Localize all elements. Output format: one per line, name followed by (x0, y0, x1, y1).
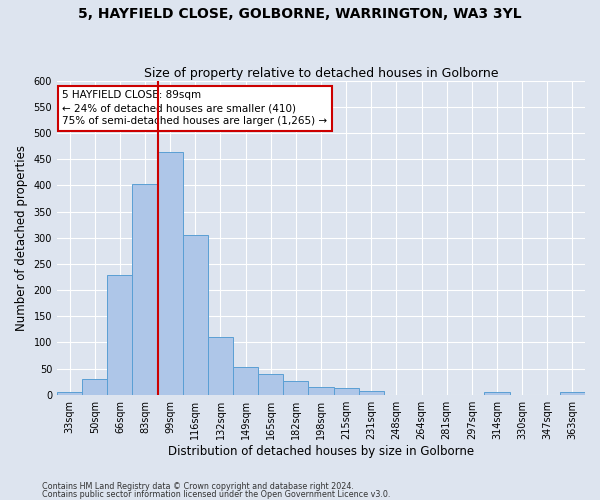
Bar (82, 379, 107, 394)
Bar (208, 337, 233, 394)
Bar (359, 390, 384, 394)
Bar (258, 374, 283, 394)
Title: Size of property relative to detached houses in Golborne: Size of property relative to detached ho… (144, 66, 498, 80)
Bar (560, 392, 585, 394)
Bar (233, 367, 258, 394)
Y-axis label: Number of detached properties: Number of detached properties (15, 144, 28, 330)
Text: 5, HAYFIELD CLOSE, GOLBORNE, WARRINGTON, WA3 3YL: 5, HAYFIELD CLOSE, GOLBORNE, WARRINGTON,… (78, 8, 522, 22)
Bar (283, 381, 308, 394)
X-axis label: Distribution of detached houses by size in Golborne: Distribution of detached houses by size … (168, 444, 474, 458)
Bar (107, 276, 133, 394)
Bar (57, 392, 82, 394)
Bar (183, 235, 208, 394)
Text: Contains HM Land Registry data © Crown copyright and database right 2024.: Contains HM Land Registry data © Crown c… (42, 482, 354, 491)
Bar (334, 388, 359, 394)
Text: Contains public sector information licensed under the Open Government Licence v3: Contains public sector information licen… (42, 490, 391, 499)
Bar (133, 184, 158, 394)
Text: 5 HAYFIELD CLOSE: 89sqm
← 24% of detached houses are smaller (410)
75% of semi-d: 5 HAYFIELD CLOSE: 89sqm ← 24% of detache… (62, 90, 328, 126)
Bar (158, 152, 183, 394)
Bar (484, 392, 509, 394)
Bar (308, 388, 334, 394)
